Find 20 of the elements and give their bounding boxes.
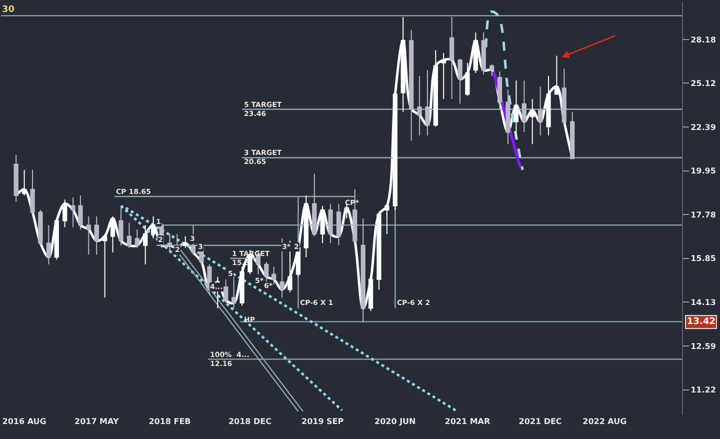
y-tick-label: 22.39 <box>690 122 716 132</box>
x-tick-label: 2018 FEB <box>148 417 191 426</box>
y-tick-label: 19.95 <box>690 166 716 176</box>
y-tick-label: 12.59 <box>690 342 716 351</box>
y-tick-label: 15.85 <box>690 254 716 264</box>
x-tick-label: 2018 DEC <box>228 417 272 426</box>
annotation: 30 <box>2 5 15 15</box>
x-tick-label: 2019 SEP <box>301 417 344 426</box>
x-tick-label: 2022 AUG <box>582 417 627 426</box>
y-tick-label: 14.13 <box>690 298 716 307</box>
y-tick-label: 28.18 <box>690 35 716 44</box>
x-tick-label: 2021 MAR <box>444 417 490 426</box>
x-tick-label: 2017 MAY <box>74 417 119 426</box>
annotation: 13.42 <box>687 317 716 327</box>
x-tick-label: 2021 DEC <box>518 417 562 426</box>
x-tick-label: 2020 JUN <box>374 417 416 426</box>
y-tick-label: 11.22 <box>690 386 716 395</box>
y-tick-label: 25.12 <box>690 79 716 88</box>
y-tick-label: 17.78 <box>690 210 716 220</box>
x-tick-label: 2016 AUG <box>2 417 46 426</box>
